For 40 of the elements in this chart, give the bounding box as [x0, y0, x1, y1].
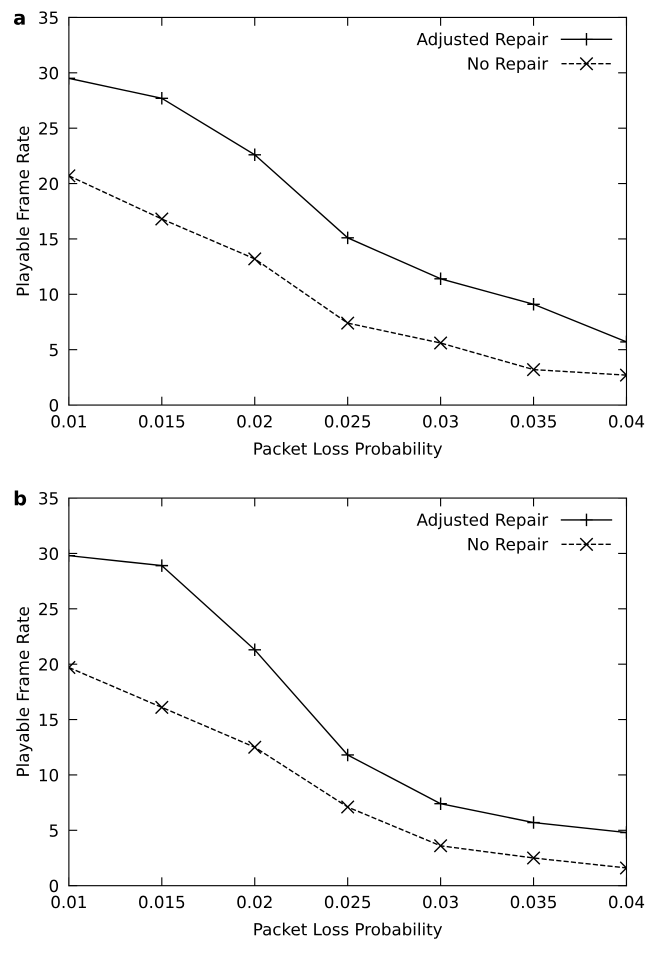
x-axis-title: Packet Loss Probability: [254, 442, 442, 458]
x-axis-title: Packet Loss Probability: [254, 922, 442, 939]
y-tick-label: 35: [39, 492, 58, 505]
y-tick-label: 20: [39, 178, 58, 190]
y-axis-title: Playable Frame Rate: [16, 607, 32, 776]
legend-label: No Repair: [468, 56, 548, 74]
legend-label: Adjusted Repair: [416, 513, 548, 530]
x-tick-label: 0.035: [510, 415, 556, 428]
x-tick-label: 0.02: [237, 896, 272, 908]
x-tick-label: 0.04: [609, 415, 644, 428]
y-tick-label: 5: [50, 824, 58, 837]
y-tick-label: 20: [39, 658, 58, 671]
y-tick-label: 0: [50, 399, 58, 412]
x-tick-label: 0.01: [51, 415, 86, 428]
x-tick-label: 0.03: [423, 896, 458, 908]
y-tick-label: 35: [39, 11, 58, 24]
legend-label: Adjusted Repair: [416, 32, 548, 49]
y-tick-label: 25: [39, 602, 58, 616]
x-tick-label: 0.025: [324, 896, 370, 908]
x-tick-label: 0.015: [139, 415, 184, 428]
y-tick-label: 5: [50, 344, 58, 356]
y-axis-title: Playable Frame Rate: [16, 126, 32, 296]
x-tick-label: 0.015: [139, 896, 184, 908]
x-tick-label: 0.035: [510, 896, 556, 908]
x-tick-label: 0.02: [237, 415, 272, 428]
chart-title: a: [14, 14, 25, 25]
y-tick-label: 10: [40, 288, 58, 301]
y-tick-label: 15: [40, 233, 58, 246]
chart-title: b: [14, 490, 26, 506]
y-tick-label: 0: [50, 880, 58, 892]
legend-label: No Repair: [468, 538, 548, 554]
x-tick-label: 0.04: [609, 896, 644, 908]
y-tick-label: 30: [39, 66, 58, 80]
y-tick-label: 25: [39, 122, 58, 135]
x-tick-label: 0.03: [423, 415, 458, 428]
y-tick-label: 30: [39, 547, 58, 560]
y-tick-label: 15: [40, 714, 58, 726]
x-tick-label: 0.01: [51, 896, 86, 908]
x-tick-label: 0.025: [324, 415, 370, 428]
y-tick-label: 10: [40, 768, 58, 782]
